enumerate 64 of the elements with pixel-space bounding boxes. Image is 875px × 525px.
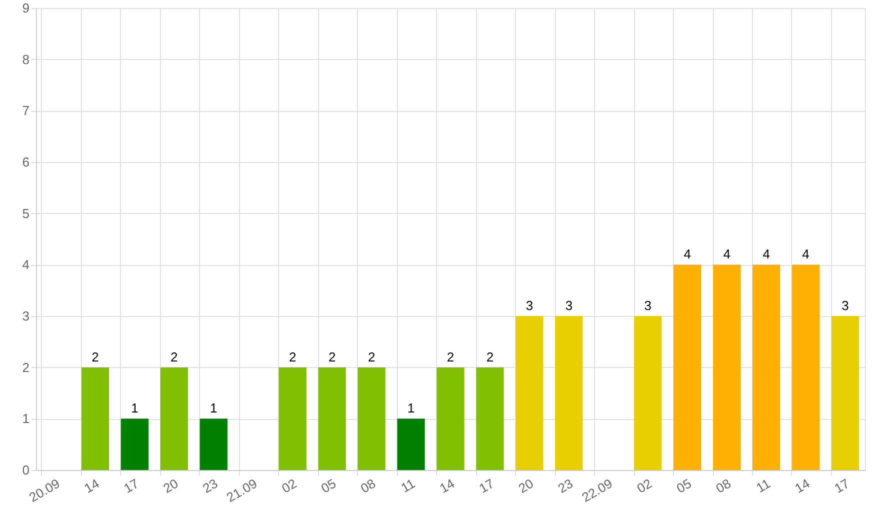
y-tick-label: 9 — [22, 0, 30, 16]
y-tick-label: 5 — [22, 206, 30, 221]
x-tick-label: 20 — [160, 476, 181, 496]
bar — [81, 367, 110, 470]
x-tick-label: 05 — [674, 476, 694, 496]
bar — [713, 264, 741, 470]
data-label: 2 — [170, 349, 178, 364]
bar — [120, 418, 149, 470]
x-tick-label: 14 — [792, 476, 812, 496]
x-tick-label: 11 — [398, 476, 418, 496]
bar — [397, 418, 425, 470]
x-tick-label: 17 — [832, 476, 852, 496]
y-tick-label: 4 — [22, 257, 30, 272]
data-label: 2 — [446, 349, 454, 364]
bar — [318, 367, 346, 470]
x-tick-label: 02 — [279, 476, 300, 496]
bar — [555, 316, 583, 470]
bar — [752, 264, 780, 470]
data-label: 3 — [644, 298, 652, 313]
x-tick-label: 23 — [200, 476, 220, 496]
x-tick-label: 08 — [358, 476, 378, 496]
bar — [436, 367, 464, 470]
y-tick-label: 7 — [22, 103, 30, 118]
y-tick-label: 8 — [22, 52, 30, 67]
bar — [792, 264, 820, 470]
x-tick-label: 14 — [82, 476, 102, 496]
x-tick-label: 02 — [634, 476, 654, 496]
x-tick-label: 11 — [754, 476, 773, 496]
data-label: 1 — [407, 400, 415, 416]
data-label: 4 — [723, 246, 730, 262]
bar — [674, 264, 702, 470]
data-label: 3 — [565, 298, 573, 313]
data-label: 3 — [842, 298, 849, 313]
x-tick-label: 17 — [476, 476, 496, 496]
x-tick-label: 23 — [555, 476, 576, 496]
x-tick-label: 14 — [436, 476, 457, 496]
y-tick-label: 1 — [22, 411, 30, 426]
x-tick-label: 08 — [713, 476, 734, 496]
y-tick-label: 6 — [22, 154, 30, 170]
x-tick-label: 05 — [318, 476, 339, 496]
data-label: 1 — [131, 400, 138, 416]
y-tick-label: 3 — [22, 308, 30, 324]
bar — [160, 367, 188, 470]
data-label: 2 — [328, 349, 336, 364]
bar — [358, 367, 386, 470]
data-label: 1 — [210, 400, 218, 416]
data-label: 2 — [288, 349, 296, 364]
x-tick-label: 17 — [121, 476, 142, 496]
bar — [634, 316, 662, 470]
bar — [278, 367, 306, 470]
x-tick-label: 20 — [516, 476, 536, 496]
data-label: 2 — [486, 349, 494, 364]
data-label: 4 — [802, 246, 810, 262]
data-label: 4 — [684, 246, 691, 262]
bar — [831, 316, 860, 470]
data-label: 2 — [368, 349, 376, 364]
data-label: 3 — [526, 298, 534, 313]
data-label: 2 — [92, 349, 99, 364]
bar — [476, 367, 504, 470]
bar — [200, 418, 228, 470]
y-tick-label: 2 — [22, 360, 30, 375]
y-tick-label: 0 — [22, 462, 30, 478]
bar — [516, 316, 544, 470]
data-label: 4 — [762, 246, 770, 262]
